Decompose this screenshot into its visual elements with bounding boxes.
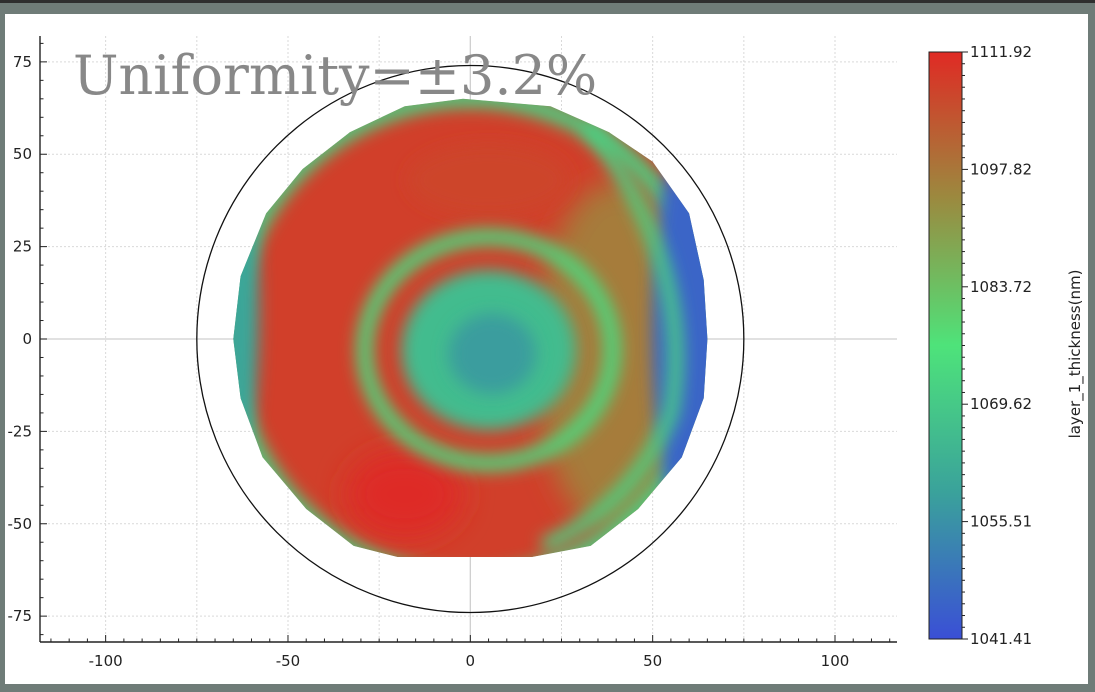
y-tick-label: 75 [13, 53, 32, 71]
wafer-edge-circle [196, 64, 745, 614]
ring-green-arc [540, 120, 683, 553]
colorbar-tick-label: 1083.72 [970, 278, 1032, 296]
x-tick-label: -100 [89, 652, 123, 670]
top-border [0, 0, 1095, 3]
y-tick-label: -75 [8, 607, 33, 625]
y-tick-label: -25 [8, 422, 33, 440]
thickness-map [233, 98, 708, 558]
x-tick-label: 0 [466, 652, 476, 670]
x-tick-label: 100 [821, 652, 850, 670]
colorbar-label: layer_1_thickness(nm) [1066, 270, 1085, 439]
x-tick-label: -50 [276, 652, 301, 670]
y-tick-label: 0 [22, 330, 32, 348]
y-tick-label: -50 [8, 515, 33, 533]
chart-title: Uniformity=±3.2% [73, 44, 597, 107]
rim-blue-right [652, 131, 708, 533]
x-tick-labels: -100 -50 0 50 100 [89, 652, 850, 670]
x-tick-label: 50 [643, 652, 662, 670]
wafer-map-chart: -100 -50 0 50 100 75 50 25 0 -25 -50 -75 Uniformit… [8, 36, 1085, 670]
spot-red-lower [346, 450, 464, 538]
plot-panel: -100 -50 0 50 100 75 50 25 0 -25 -50 -75 Uniformit… [5, 14, 1088, 684]
colorbar-tick-label: 1097.82 [970, 160, 1032, 178]
colorbar-tick-label: 1041.41 [970, 630, 1032, 648]
y-tick-label: 25 [13, 238, 32, 256]
center-core [448, 313, 536, 394]
axes [39, 36, 897, 643]
colorbar-gradient [928, 51, 963, 640]
colorbar-tick-label: 1069.62 [970, 395, 1032, 413]
colorbar-tick-label: 1055.51 [970, 513, 1032, 531]
colorbar: 1111.92 1097.82 1083.72 1069.62 1055.51 1041.… [928, 43, 1032, 648]
center-green-ring [356, 229, 621, 472]
y-tick-label: 50 [13, 145, 32, 163]
spot-red-upper [408, 143, 569, 217]
colorbar-tick-label: 1111.92 [970, 43, 1032, 61]
rim-teal-left [233, 163, 259, 456]
y-tick-labels: 75 50 25 0 -25 -50 -75 [8, 53, 33, 625]
